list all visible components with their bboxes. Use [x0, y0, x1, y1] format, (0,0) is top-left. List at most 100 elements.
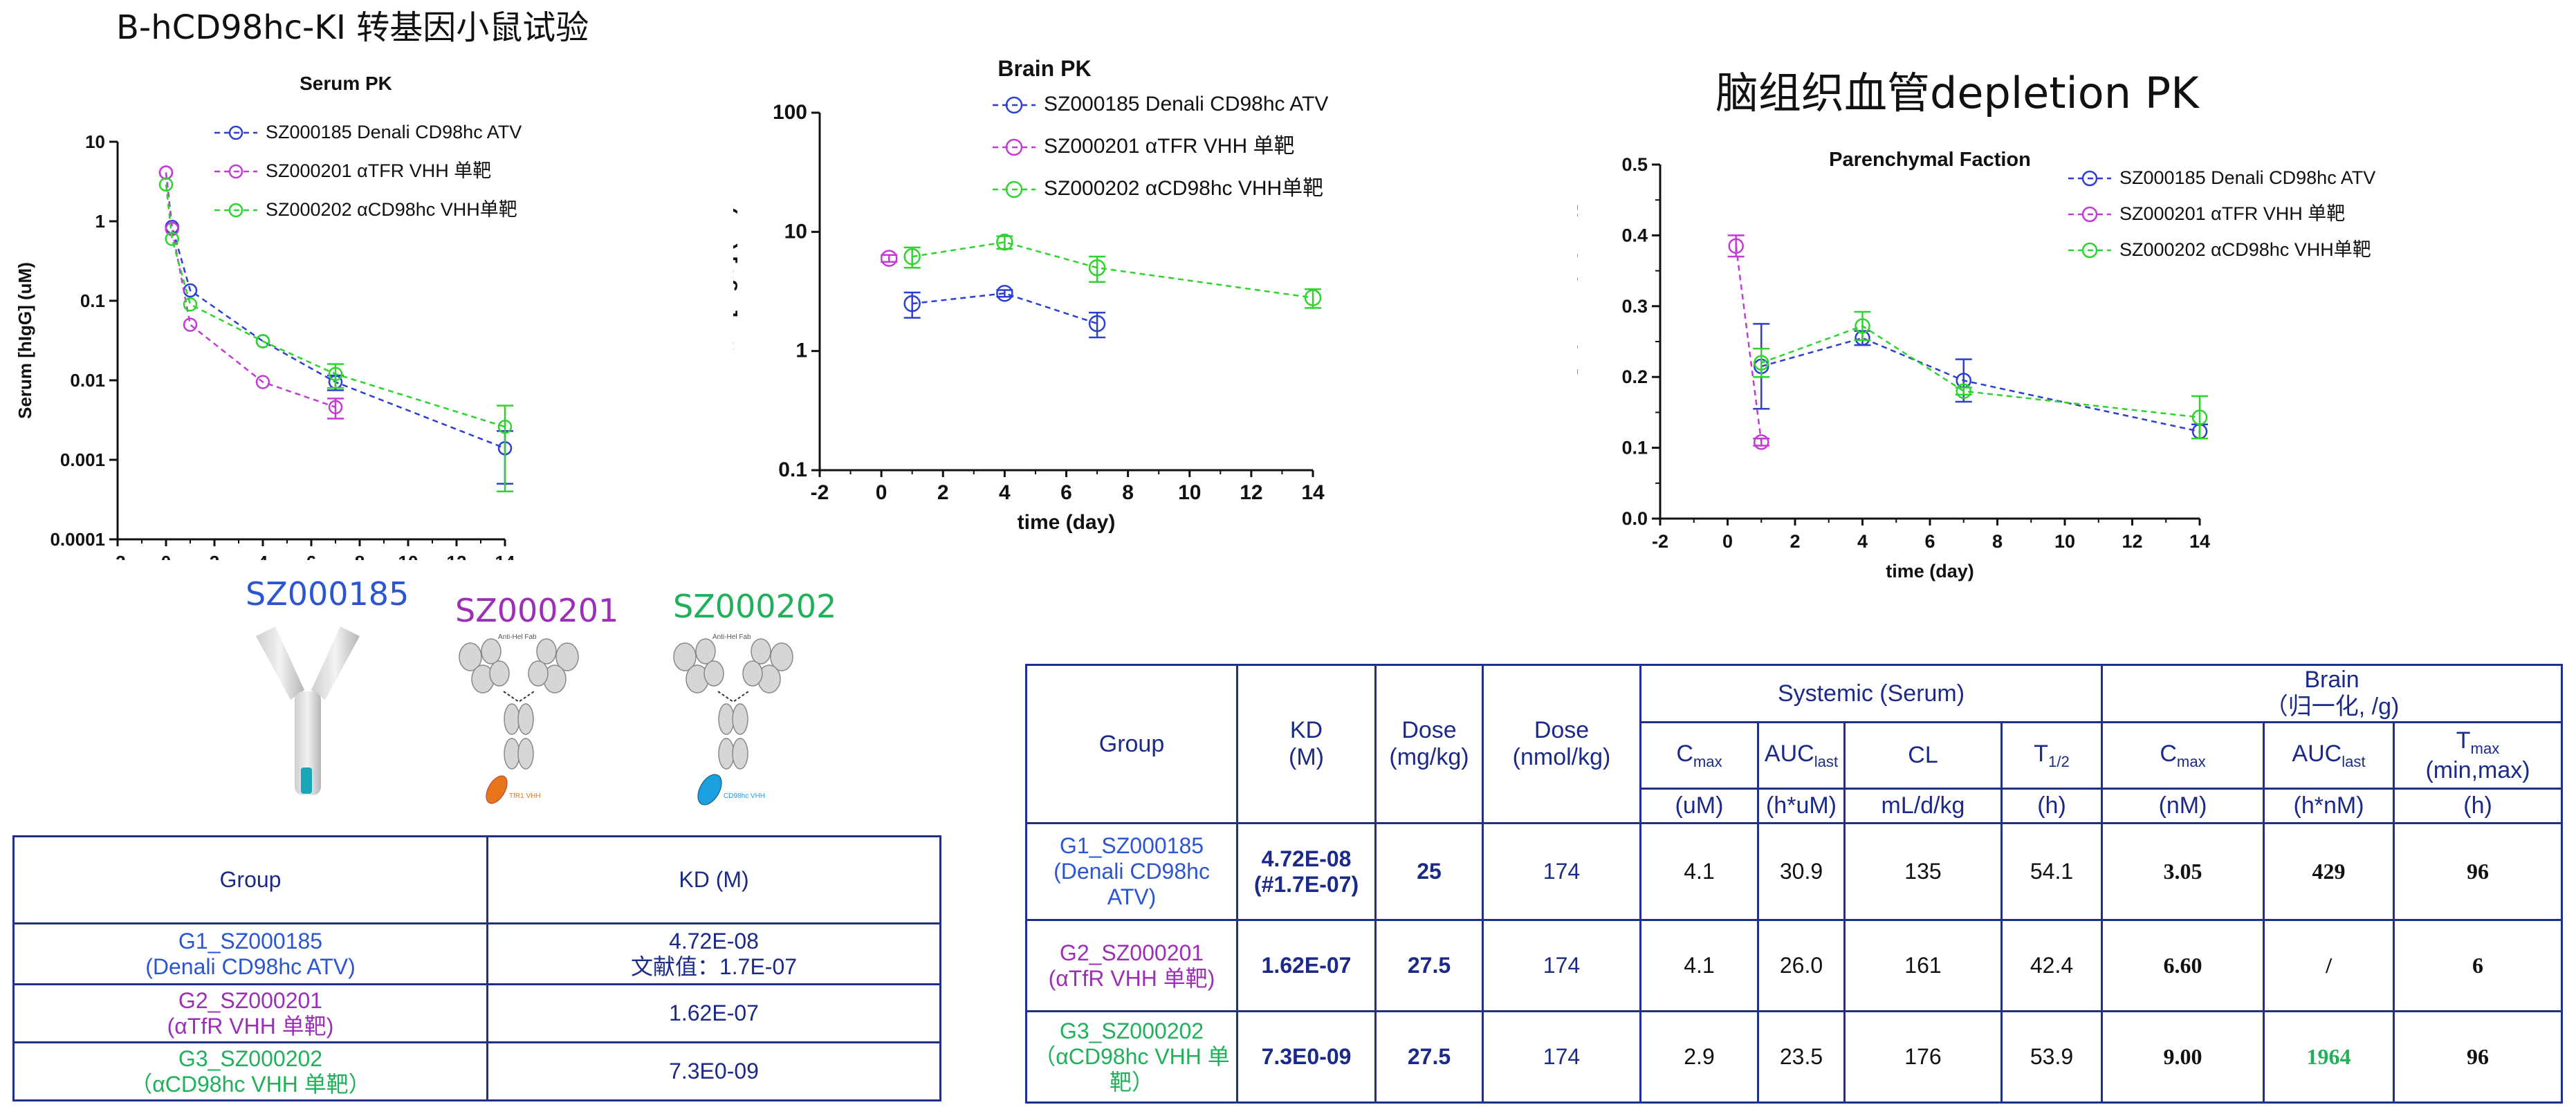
- table-row: G2_SZ000201 (αTfR VHH 单靶) 1.62E-07: [12, 983, 941, 1043]
- table-cell: 25: [1374, 822, 1484, 922]
- data-point: [996, 233, 1013, 251]
- x-tick-label: 4: [1857, 531, 1868, 552]
- x-tick-label: 12: [2122, 531, 2142, 552]
- molecule-label-3: SZ000202: [673, 588, 837, 625]
- legend-marker: [228, 164, 243, 179]
- x-tick-label: 4: [999, 481, 1011, 504]
- y-tick-label: 0.001: [60, 449, 105, 470]
- brain-pk-chart: Brain PK -2 0 2 4 6 8 10 12 14 100 10 1 0.1 time (day)…: [733, 56, 1328, 534]
- series-line: [1760, 337, 2200, 433]
- data-point: [158, 177, 174, 192]
- table-row: G3_SZ000202 （αCD98hc VHH 单靶） 7.3E0-09: [12, 1041, 941, 1101]
- legend-entry: SZ000201 αTFR VHH 单靶: [266, 160, 491, 181]
- table-header: (nM): [2101, 788, 2265, 825]
- series-line: [912, 241, 1314, 299]
- x-tick-label: 10: [398, 552, 418, 560]
- parenchymal-chart: Parenchymal Faction -2 0 2 4 6 8 10 12 14 0.5 0.4 0.…: [1577, 149, 2375, 582]
- y-tick-label: 0.4: [1621, 225, 1648, 245]
- table-header: AUClast: [1757, 721, 1846, 790]
- data-point: [996, 284, 1013, 302]
- table-cell: 4.1: [1639, 919, 1759, 1013]
- table-cell: 161: [1843, 919, 2003, 1013]
- section-heading: 脑组织血管depletion PK: [1715, 68, 2199, 118]
- table-cell: 42.4: [2000, 919, 2104, 1013]
- y-tick-label: 0.1: [1621, 438, 1648, 458]
- table-header: mL/d/kg: [1843, 788, 2003, 825]
- x-tick-label: -2: [811, 481, 829, 504]
- data-point: [903, 248, 921, 266]
- data-point: [1088, 259, 1106, 277]
- y-tick-label: 10: [784, 220, 807, 243]
- x-tick-label: 14: [495, 552, 515, 560]
- x-axis-label: time (day): [1018, 511, 1116, 534]
- table-cell: 176: [1843, 1010, 2003, 1104]
- table-cell: 174: [1482, 919, 1641, 1013]
- vhh-label: TfR1 VHH: [509, 792, 541, 800]
- table-cell: 174: [1482, 822, 1641, 922]
- vhh-label: CD98hc VHH: [724, 792, 765, 800]
- table-cell: G2_SZ000201 (αTfR VHH 单靶): [1025, 919, 1238, 1013]
- table-header: (h*nM): [2263, 788, 2395, 825]
- x-tick-label: 2: [1790, 531, 1800, 552]
- table-cell: 429: [2263, 822, 2395, 922]
- table-cell: 7.3E0-09: [486, 1041, 941, 1101]
- data-point: [1956, 383, 1971, 399]
- y-tick-label: 100: [773, 101, 807, 124]
- table-header: Systemic (Serum): [1639, 663, 2104, 724]
- table-cell: 27.5: [1374, 919, 1484, 1013]
- chart-title: Brain PK: [997, 56, 1091, 81]
- data-point: [903, 295, 921, 313]
- legend-marker: [1005, 138, 1023, 156]
- data-point: [165, 232, 179, 246]
- x-tick-label: 14: [2189, 531, 2210, 552]
- legend-entry: SZ000202 αCD98hc VHH单靶: [1044, 177, 1323, 200]
- page-title: B-hCD98hc-KI 转基因小鼠试验: [116, 8, 589, 47]
- chart-title: Serum PK: [300, 73, 392, 94]
- table-header: Dose (mg/kg): [1374, 663, 1484, 825]
- x-tick-label: 10: [2054, 531, 2075, 552]
- molecule-label-2: SZ000201: [455, 592, 619, 629]
- data-point: [183, 317, 198, 332]
- x-tick-label: 10: [1178, 481, 1201, 504]
- data-point: [1855, 318, 1870, 334]
- table-row: G3_SZ000202 （αCD98hc VHH 单靶） 7.3E0-09 27.…: [1025, 1010, 2564, 1104]
- table-cell: 1.62E-07: [1236, 919, 1377, 1013]
- table-cell: 23.5: [1757, 1010, 1846, 1104]
- data-point: [1088, 315, 1106, 333]
- data-point: [1754, 355, 1769, 371]
- table-cell: 6: [2393, 919, 2564, 1013]
- y-tick-label: 0.0: [1621, 508, 1648, 529]
- x-tick-label: 2: [210, 552, 219, 560]
- legend-entry: SZ000201 αTFR VHH 单靶: [1044, 135, 1294, 158]
- table-header: Brain （归一化, /g): [2101, 663, 2564, 724]
- fab-label: Anti-Hel Fab: [712, 633, 751, 641]
- series-line: [165, 172, 336, 408]
- series-line: [1735, 245, 1763, 443]
- x-tick-label: 4: [258, 552, 268, 560]
- table-cell: 3.05: [2101, 822, 2265, 922]
- kd-table: Group KD (M) G1_SZ000185 (Denali CD98hc A…: [12, 835, 941, 1101]
- legend-marker: [2081, 170, 2098, 187]
- anti-cd98hc-vhh-antibody-icon: Anti-Hel Fab CD98hc VHH: [673, 633, 793, 806]
- table-cell: 53.9: [2000, 1010, 2104, 1104]
- table-header: AUClast: [2263, 721, 2395, 790]
- pk-parameter-table: Group KD (M) Dose (mg/kg) Dose (nmol/kg) Sy…: [1025, 663, 2564, 1104]
- table-cell: G2_SZ000201 (αTfR VHH 单靶): [12, 983, 488, 1043]
- serum-pk-chart: Serum PK -2 0 2 4 6 8 10 12 14 10 1 0.1 0.01 0.001 0.00…: [15, 73, 522, 560]
- legend-marker: [1005, 180, 1023, 198]
- table-row: G2_SZ000201 (αTfR VHH 单靶) 1.62E-07 27.5 1…: [1025, 919, 2564, 1013]
- molecule-label-1: SZ000185: [246, 575, 410, 613]
- series-line: [165, 184, 506, 428]
- x-tick-label: 0: [876, 481, 887, 504]
- table-header: (uM): [1639, 788, 1759, 825]
- table-header: Tmax (min,max): [2393, 721, 2564, 790]
- table-cell: G3_SZ000202 （αCD98hc VHH 单靶）: [1025, 1010, 1238, 1104]
- data-point: [255, 334, 270, 348]
- y-tick-label: 0.2: [1621, 366, 1648, 387]
- legend-entry: SZ000185 Denali CD98hc ATV: [2119, 167, 2375, 188]
- table-header: Cmax: [2101, 721, 2265, 790]
- data-point: [2191, 409, 2208, 425]
- x-tick-label: -2: [109, 552, 125, 560]
- table-cell: 27.5: [1374, 1010, 1484, 1104]
- legend-entry: SZ000202 αCD98hc VHH单靶: [2119, 239, 2371, 260]
